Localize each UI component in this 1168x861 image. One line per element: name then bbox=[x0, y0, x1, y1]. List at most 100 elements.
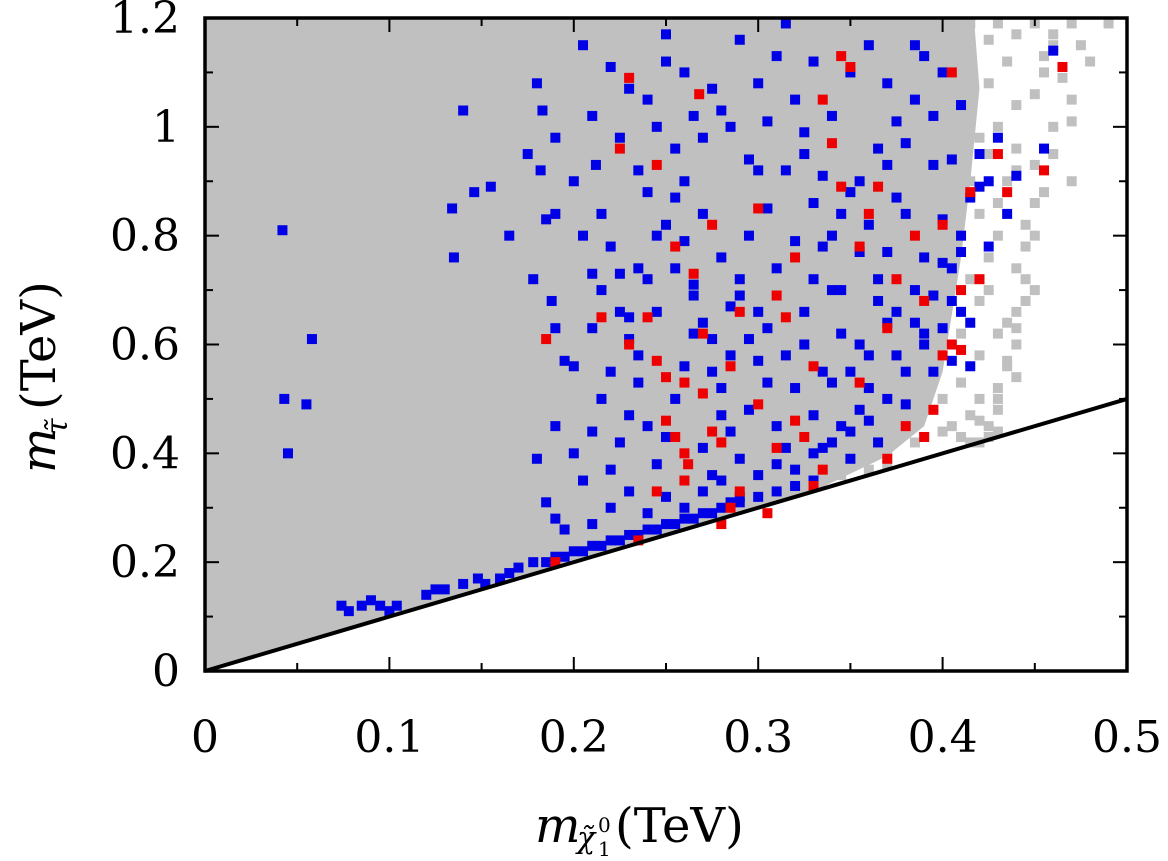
point-gray bbox=[1002, 355, 1013, 366]
point-blue bbox=[495, 573, 506, 584]
point-gray bbox=[1103, 18, 1114, 29]
point-blue bbox=[550, 323, 561, 334]
point-gray bbox=[965, 18, 976, 29]
point-gray bbox=[1020, 295, 1031, 306]
point-blue bbox=[974, 181, 985, 192]
point-blue bbox=[790, 383, 801, 394]
point-blue bbox=[891, 116, 902, 127]
point-blue bbox=[282, 448, 293, 459]
point-blue bbox=[365, 595, 376, 606]
point-gray bbox=[421, 595, 432, 606]
point-blue bbox=[771, 459, 782, 470]
point-red bbox=[670, 432, 681, 443]
point-blue bbox=[679, 502, 690, 513]
point-gray bbox=[974, 132, 985, 143]
point-blue bbox=[670, 393, 681, 404]
point-blue bbox=[688, 328, 699, 339]
point-blue bbox=[808, 410, 819, 421]
point-blue bbox=[605, 61, 616, 72]
point-gray bbox=[1020, 241, 1031, 252]
point-gray bbox=[1057, 72, 1068, 83]
point-blue bbox=[679, 67, 690, 78]
x-axis-sub-superscript: 0 bbox=[598, 813, 611, 837]
point-blue bbox=[965, 361, 976, 372]
point-blue bbox=[817, 241, 828, 252]
point-red bbox=[771, 442, 782, 453]
point-gray bbox=[1020, 274, 1031, 285]
point-blue bbox=[605, 241, 616, 252]
point-red bbox=[790, 415, 801, 426]
point-blue bbox=[826, 285, 837, 296]
point-red bbox=[780, 312, 791, 323]
point-blue bbox=[679, 176, 690, 187]
point-blue bbox=[605, 366, 616, 377]
y-tick-label: 1 bbox=[152, 102, 180, 153]
point-blue bbox=[679, 361, 690, 372]
point-blue bbox=[642, 187, 653, 198]
point-gray bbox=[919, 29, 930, 40]
point-blue bbox=[836, 421, 847, 432]
point-blue bbox=[679, 513, 690, 524]
point-blue bbox=[535, 165, 546, 176]
point-blue bbox=[651, 121, 662, 132]
point-blue bbox=[578, 230, 589, 241]
point-red bbox=[1002, 187, 1013, 198]
y-axis-symbol: m bbox=[11, 427, 67, 473]
point-blue bbox=[279, 393, 290, 404]
point-red bbox=[679, 377, 690, 388]
point-gray bbox=[928, 165, 939, 176]
y-axis-subscript: τ̃ bbox=[40, 418, 75, 435]
point-gray bbox=[531, 562, 542, 573]
point-blue bbox=[707, 470, 718, 481]
point-gray bbox=[928, 67, 939, 78]
point-blue bbox=[762, 116, 773, 127]
point-red bbox=[734, 306, 745, 317]
point-blue bbox=[504, 568, 515, 579]
point-blue bbox=[909, 40, 920, 51]
point-blue bbox=[458, 105, 469, 116]
point-blue bbox=[707, 366, 718, 377]
point-blue bbox=[642, 508, 653, 519]
point-blue bbox=[587, 323, 598, 334]
point-blue bbox=[780, 165, 791, 176]
point-gray bbox=[1066, 94, 1077, 105]
point-gray bbox=[836, 350, 847, 361]
point-red bbox=[799, 432, 810, 443]
point-gray bbox=[946, 421, 957, 432]
point-blue bbox=[614, 306, 625, 317]
y-tick-label: 0.8 bbox=[110, 211, 180, 262]
point-red bbox=[688, 268, 699, 279]
point-blue bbox=[458, 578, 469, 589]
point-blue bbox=[956, 306, 967, 317]
point-gray bbox=[1039, 51, 1050, 62]
point-gray bbox=[347, 617, 358, 628]
point-red bbox=[845, 61, 856, 72]
point-blue bbox=[375, 600, 386, 611]
point-blue bbox=[946, 154, 957, 165]
point-blue bbox=[614, 535, 625, 546]
point-blue bbox=[633, 350, 644, 361]
point-red bbox=[882, 453, 893, 464]
point-blue bbox=[661, 432, 671, 443]
point-blue bbox=[983, 176, 994, 187]
point-blue bbox=[854, 404, 865, 415]
point-blue bbox=[891, 350, 902, 361]
point-blue bbox=[716, 502, 727, 513]
point-gray bbox=[1075, 40, 1086, 51]
point-blue bbox=[780, 350, 791, 361]
point-gray bbox=[882, 154, 893, 165]
point-blue bbox=[826, 377, 837, 388]
point-blue bbox=[605, 535, 616, 546]
point-red bbox=[624, 72, 635, 83]
point-blue bbox=[301, 399, 312, 410]
point-blue bbox=[522, 149, 533, 160]
point-gray bbox=[1048, 40, 1059, 51]
point-gray bbox=[1029, 285, 1040, 296]
point-blue bbox=[624, 83, 635, 94]
point-gray bbox=[845, 306, 856, 317]
point-blue bbox=[909, 317, 920, 328]
point-blue bbox=[808, 56, 819, 67]
point-gray bbox=[928, 350, 939, 361]
point-gray bbox=[808, 23, 819, 34]
point-red bbox=[909, 230, 920, 241]
